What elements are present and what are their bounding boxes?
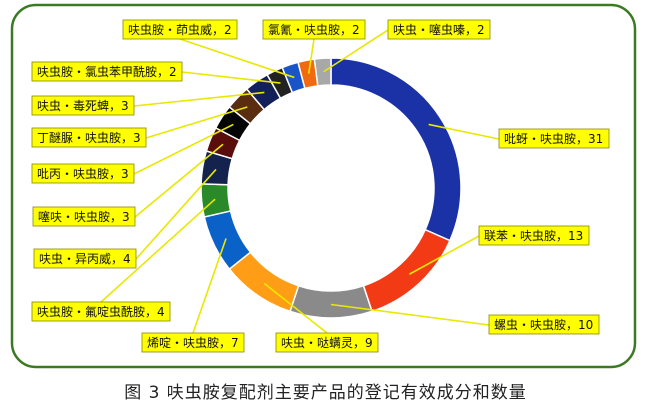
- leader-line-4: [263, 282, 328, 334]
- leader-line-1: [428, 123, 500, 140]
- data-label-box-3: [488, 314, 600, 335]
- data-label-9: 吡丙・呋虫胺，3: [37, 167, 129, 181]
- data-label-box-9: [31, 163, 135, 184]
- leader-line-2: [408, 235, 480, 275]
- data-label-box-6: [31, 301, 171, 322]
- data-label-box-7: [33, 248, 137, 269]
- leader-line-11: [133, 91, 265, 107]
- data-label-5: 烯啶・呋虫胺，7: [147, 336, 239, 350]
- data-label-box-14: [262, 19, 366, 40]
- figure-caption: 图 3 呋虫胺复配剂主要产品的登记有效成分和数量: [124, 383, 527, 403]
- data-label-8: 噻呋・呋虫胺，3: [38, 209, 130, 224]
- data-label-2: 联苯・呋虫胺，13: [484, 229, 583, 243]
- data-label-box-13: [122, 19, 238, 40]
- data-label-7: 呋虫・异丙威，4: [39, 252, 131, 266]
- leader-line-8: [134, 143, 224, 218]
- data-label-11: 呋虫・毒死蜱，3: [37, 98, 129, 113]
- leader-line-6: [100, 198, 216, 303]
- leader-line-3: [330, 303, 490, 326]
- leader-line-14: [307, 38, 315, 74]
- data-label-4: 呋虫・哒螨灵，9: [281, 336, 373, 350]
- data-label-15: 呋虫・噻虫嗪，2: [393, 22, 485, 37]
- leader-line-10: [145, 106, 248, 139]
- data-label-box-10: [31, 127, 147, 148]
- data-label-box-2: [478, 225, 590, 246]
- data-label-12: 呋虫胺・氯虫苯甲酰胺，2: [37, 65, 177, 79]
- data-label-14: 氯氰・呋虫胺，2: [268, 22, 360, 37]
- leader-line-9: [133, 123, 234, 175]
- data-label-box-5: [141, 332, 245, 353]
- leader-line-15: [323, 29, 389, 73]
- data-label-10: 丁醚脲・呋虫胺，3: [37, 131, 141, 145]
- leader-line-12: [181, 71, 281, 84]
- data-label-box-11: [31, 95, 135, 116]
- leader-line-13: [179, 38, 295, 79]
- data-label-box-12: [31, 61, 183, 82]
- chart-border: [10, 3, 637, 369]
- leader-line-7: [135, 168, 217, 260]
- data-label-6: 呋虫胺・氟啶虫酰胺，4: [37, 305, 165, 319]
- data-label-box-4: [275, 332, 379, 353]
- data-label-3: 螺虫・呋虫胺，10: [494, 318, 593, 332]
- donut-slice-15: [313, 57, 332, 87]
- data-label-box-8: [32, 206, 136, 227]
- data-label-box-15: [387, 19, 491, 40]
- leader-line-5: [192, 238, 227, 334]
- data-label-box-1: [498, 128, 610, 149]
- data-label-1: 吡蚜・呋虫胺，31: [504, 131, 603, 146]
- data-label-13: 呋虫胺・茚虫威，2: [128, 23, 232, 37]
- donut-slice-6: [200, 183, 232, 218]
